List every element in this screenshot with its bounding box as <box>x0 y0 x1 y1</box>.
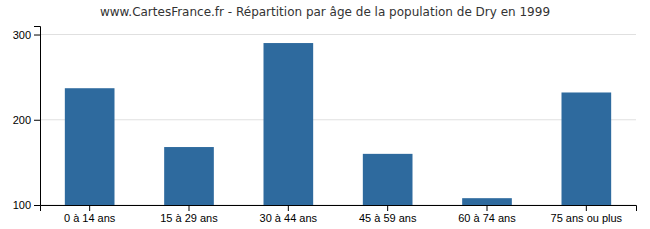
bar <box>264 43 314 205</box>
x-tick: 60 à 74 ans <box>458 205 516 224</box>
grid-line <box>40 119 636 120</box>
bar <box>363 154 413 205</box>
chart: 0 à 14 ans 15 à 29 ans 30 à 44 ans 45 à 59 … <box>0 0 650 229</box>
y-tick-label: 300 <box>13 29 31 41</box>
y-axis-line <box>34 27 41 206</box>
y-tick: 300 <box>13 29 40 41</box>
x-tick-label: 15 à 29 ans <box>160 212 218 224</box>
x-tick-mark <box>586 205 587 211</box>
x-axis: 0 à 14 ans 15 à 29 ans 30 à 44 ans 45 à 59 … <box>41 205 637 224</box>
bar <box>65 88 115 205</box>
x-tick-label: 75 ans ou plus <box>551 212 623 224</box>
x-tick: 0 à 14 ans <box>64 205 116 224</box>
x-tick-mark <box>89 205 90 211</box>
grid <box>40 35 636 205</box>
x-tick-label: 30 à 44 ans <box>260 212 318 224</box>
bar <box>562 92 612 205</box>
x-tick-label: 0 à 14 ans <box>64 212 116 224</box>
bar <box>164 147 214 205</box>
x-axis-line <box>41 206 637 212</box>
x-tick: 15 à 29 ans <box>160 205 218 224</box>
title: www.CartesFrance.fr - Répartition par âg… <box>100 5 550 19</box>
x-tick-mark <box>288 205 289 211</box>
x-tick-label: 45 à 59 ans <box>359 212 417 224</box>
y-tick-mark <box>34 35 40 36</box>
y-axis: 100 200 300 <box>13 27 41 212</box>
y-tick-label: 100 <box>13 199 31 211</box>
x-tick-mark <box>189 205 190 211</box>
x-tick: 75 ans ou plus <box>551 205 623 224</box>
x-tick: 45 à 59 ans <box>359 205 417 224</box>
y-tick: 200 <box>13 114 40 126</box>
y-tick-label: 200 <box>13 114 31 126</box>
x-tick-mark <box>387 205 388 211</box>
x-tick-label: 60 à 74 ans <box>458 212 516 224</box>
y-tick: 100 <box>13 199 40 211</box>
bar <box>462 198 512 205</box>
grid-line <box>40 34 636 35</box>
y-tick-mark <box>34 120 40 121</box>
y-tick-mark <box>34 205 40 206</box>
x-tick-mark <box>487 205 488 211</box>
x-tick: 30 à 44 ans <box>260 205 318 224</box>
plot: 0 à 14 ans 15 à 29 ans 30 à 44 ans 45 à 59 … <box>13 27 637 229</box>
marks <box>65 43 611 205</box>
